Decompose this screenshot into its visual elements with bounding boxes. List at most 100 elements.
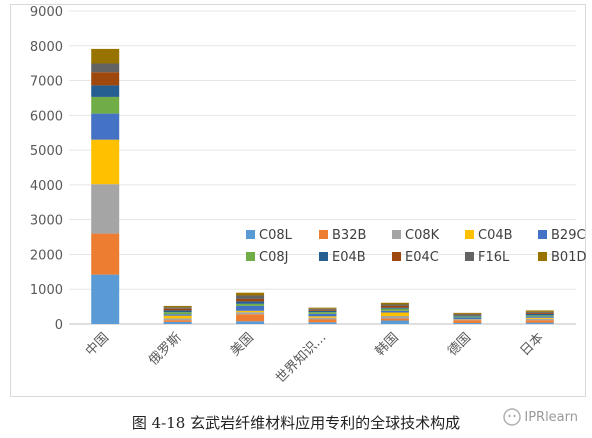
bar-segment-F16L: [308, 308, 337, 310]
figure-caption: 图 4-18 玄武岩纤维材料应用专利的全球技术构成: [131, 414, 461, 432]
chart-frame: 0 1000 2000 3000 4000 5000 6000 7000 8000 9000 中国…: [10, 4, 586, 397]
legend-swatch-B29C: [538, 230, 547, 239]
legend-swatch-C08L: [246, 230, 255, 239]
watermark: IPRlearn: [503, 408, 578, 426]
bar-segment-E04B: [308, 310, 337, 313]
bar-segment-E04C: [91, 72, 120, 86]
bar-segment-C08L: [453, 322, 482, 324]
bar-segment-B01D: [380, 302, 409, 305]
bar-segment-C08L: [236, 321, 265, 324]
bar-segment-C08J: [163, 312, 192, 315]
bar-segment-B01D: [525, 310, 554, 312]
y-tick-label: 6000: [30, 109, 63, 124]
x-tick-label: 俄罗斯: [146, 330, 184, 368]
bar-segment-E04B: [380, 307, 409, 309]
bar-segment-B01D: [308, 307, 337, 309]
bar-segment-C08K: [525, 318, 554, 321]
y-tick-label: 2000: [30, 248, 63, 263]
bar-segment-C08J: [525, 315, 554, 317]
bar-segment-B01D: [453, 312, 482, 314]
bar-segment-B29C: [308, 313, 337, 317]
legend-label-B32B: B32B: [332, 228, 366, 243]
legend-label-C08L: C08L: [259, 228, 293, 243]
bar-segment-B32B: [380, 318, 409, 321]
legend-label-C04B: C04B: [478, 228, 513, 243]
bar-segment-C08J: [236, 303, 265, 306]
bar-segment-B29C: [163, 314, 192, 316]
bar-segment-E04C: [236, 298, 265, 302]
bar-segment-C08K: [380, 316, 409, 319]
bar-segment-C04B: [91, 139, 120, 185]
gridlines: [69, 10, 576, 325]
bar-segment-E04B: [236, 301, 265, 304]
y-tick-label: 9000: [30, 5, 63, 20]
legend-swatch-B01D: [538, 252, 547, 261]
y-tick-label: 8000: [30, 40, 63, 55]
bar-segment-C08L: [525, 322, 554, 324]
bar-segment-E04C: [525, 312, 554, 314]
y-tick-label: 1000: [30, 283, 63, 298]
legend-swatch-C04B: [465, 230, 474, 239]
legend-swatch-C08J: [246, 252, 255, 261]
bar-segment-E04C: [163, 308, 192, 311]
legend-label-B01D: B01D: [551, 250, 586, 265]
bar-segment-B32B: [525, 320, 554, 323]
bar-segment-C08L: [163, 321, 192, 324]
bar-segment-C08L: [380, 320, 409, 324]
bar-segment-C08J: [308, 312, 337, 314]
legend-swatch-F16L: [465, 252, 474, 261]
bar-segment-E04B: [525, 313, 554, 316]
bar-segment-F16L: [236, 295, 265, 299]
bar-segment-C08K: [91, 184, 120, 234]
bar-segment-B29C: [453, 317, 482, 320]
bar-segment-F16L: [380, 304, 409, 306]
stacked-bar-chart: 0 1000 2000 3000 4000 5000 6000 7000 8000 9000 中国…: [30, 5, 587, 387]
bar-segment-E04C: [453, 314, 482, 316]
bar-segment-B29C: [380, 310, 409, 313]
bar-segment-B32B: [236, 314, 265, 322]
bar-segment-E04C: [308, 309, 337, 311]
bar-segment-E04B: [453, 315, 482, 317]
y-tick-label: 0: [55, 318, 63, 333]
legend-swatch-C08K: [392, 230, 401, 239]
watermark-text: IPRlearn: [524, 409, 578, 425]
legend-label-F16L: F16L: [478, 250, 510, 265]
legend: C08L B32B C08K C04B B29C C08J E04B E04C F16L B01D: [246, 228, 586, 265]
bar-segment-F16L: [163, 307, 192, 309]
bar-segment-C04B: [380, 312, 409, 317]
legend-label-E04B: E04B: [332, 250, 366, 265]
bar-segment-B32B: [163, 320, 192, 322]
bar-segment-F16L: [525, 311, 554, 313]
bar-segment-E04B: [163, 310, 192, 313]
wechat-logo-icon: [503, 408, 522, 426]
bar-segment-B32B: [453, 320, 482, 323]
bar-segment-F16L: [91, 63, 120, 73]
y-tick-label: 3000: [30, 214, 63, 229]
y-tick-label: 5000: [30, 144, 63, 159]
x-axis: 中国 俄罗斯 美国 世界知识... 韩国 德国 日本: [83, 330, 547, 387]
bar-segment-C08K: [308, 317, 337, 320]
x-tick-label: 中国: [83, 330, 112, 359]
legend-label-E04C: E04C: [405, 250, 439, 265]
bar-segment-B01D: [163, 305, 192, 308]
bar-segment-C08K: [163, 318, 192, 321]
bar-segment-B32B: [308, 319, 337, 323]
bar-segment-C08L: [91, 274, 120, 324]
bar-segment-B29C: [236, 305, 265, 311]
x-tick-label: 韩国: [373, 330, 402, 359]
bar-segment-C08K: [453, 319, 482, 321]
bar-segment-B32B: [91, 233, 120, 275]
legend-label-C08K: C08K: [405, 228, 440, 243]
x-tick-label: 德国: [445, 330, 474, 359]
bar-segment-C04B: [308, 316, 337, 318]
legend-swatch-E04C: [392, 252, 401, 261]
bar-segment-C08J: [91, 96, 120, 114]
x-tick-label: 世界知识...: [272, 330, 329, 387]
bar-segment-C08J: [453, 316, 482, 318]
legend-swatch-E04B: [319, 252, 328, 261]
legend-label-C08J: C08J: [259, 250, 288, 265]
bar-segment-B01D: [91, 48, 120, 64]
bars: [91, 48, 554, 324]
bar-segment-C08L: [308, 322, 337, 324]
x-tick-label: 日本: [518, 330, 547, 359]
